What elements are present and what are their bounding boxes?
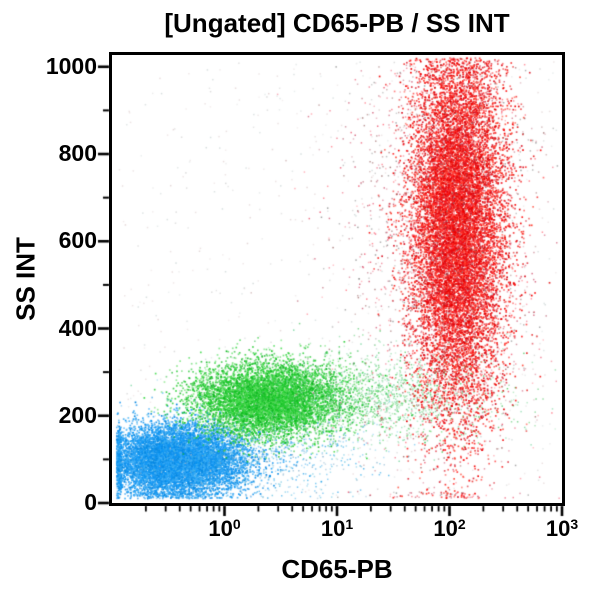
y-tick-label: 1000	[45, 52, 97, 79]
y-tick-label: 0	[84, 488, 97, 515]
x-tick-label: 100	[208, 516, 241, 541]
y-tick-label: 800	[58, 139, 97, 166]
y-tick-label: 600	[58, 227, 97, 254]
x-axis-label: CD65-PB	[281, 554, 393, 584]
x-tick-label: 103	[545, 516, 579, 541]
x-tick-label: 102	[433, 516, 466, 541]
y-tick-label: 400	[58, 314, 97, 341]
y-tick-label: 200	[58, 401, 97, 428]
x-tick-label: 101	[320, 516, 354, 541]
